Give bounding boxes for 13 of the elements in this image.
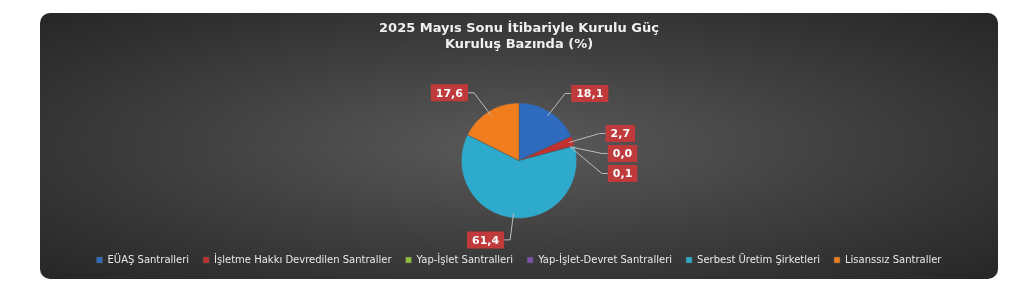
data-label: 0,1: [612, 167, 633, 181]
data-label: 2,7: [610, 127, 631, 141]
legend-label: İşletme Hakkı Devredilen Santraller: [214, 252, 393, 265]
data-label: 17,6: [435, 86, 464, 100]
legend-label: EÜAŞ Santralleri: [107, 252, 190, 265]
legend-label: Serbest Üretim Şirketleri: [697, 252, 821, 265]
legend-label: Lisanssız Santraller: [845, 253, 943, 265]
legend-label: Yap-İşlet Santralleri: [415, 252, 514, 265]
text: 0,0: [612, 147, 633, 161]
legend-label: Yap-İşlet-Devret Santralleri: [537, 252, 673, 265]
data-label: 18,1: [576, 87, 604, 101]
data-label: 61,4: [471, 233, 500, 247]
chart-title: 2025 Mayıs Sonu İtibariyle Kurulu Güç Kuruluş Bazında (%): [379, 20, 659, 51]
